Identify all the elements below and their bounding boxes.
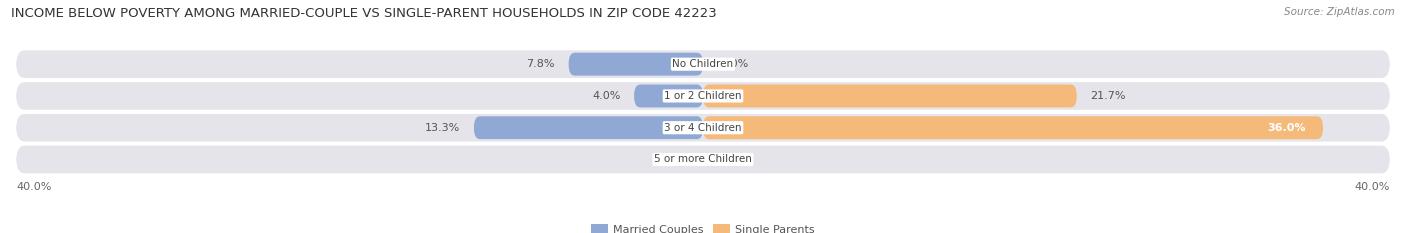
Text: Source: ZipAtlas.com: Source: ZipAtlas.com	[1284, 7, 1395, 17]
FancyBboxPatch shape	[634, 85, 703, 107]
Text: 0.0%: 0.0%	[658, 154, 686, 164]
Legend: Married Couples, Single Parents: Married Couples, Single Parents	[586, 220, 820, 233]
Text: 1 or 2 Children: 1 or 2 Children	[664, 91, 742, 101]
Text: 21.7%: 21.7%	[1091, 91, 1126, 101]
Text: INCOME BELOW POVERTY AMONG MARRIED-COUPLE VS SINGLE-PARENT HOUSEHOLDS IN ZIP COD: INCOME BELOW POVERTY AMONG MARRIED-COUPL…	[11, 7, 717, 20]
Text: 40.0%: 40.0%	[15, 182, 52, 192]
Text: 4.0%: 4.0%	[592, 91, 620, 101]
FancyBboxPatch shape	[15, 146, 1391, 173]
Text: No Children: No Children	[672, 59, 734, 69]
Text: 3 or 4 Children: 3 or 4 Children	[664, 123, 742, 133]
FancyBboxPatch shape	[15, 114, 1391, 141]
Text: 7.8%: 7.8%	[526, 59, 555, 69]
FancyBboxPatch shape	[15, 82, 1391, 110]
Text: 40.0%: 40.0%	[1354, 182, 1391, 192]
FancyBboxPatch shape	[568, 53, 703, 76]
FancyBboxPatch shape	[15, 50, 1391, 78]
Text: 0.0%: 0.0%	[720, 59, 748, 69]
Text: 5 or more Children: 5 or more Children	[654, 154, 752, 164]
FancyBboxPatch shape	[474, 116, 703, 139]
Text: 13.3%: 13.3%	[425, 123, 460, 133]
FancyBboxPatch shape	[703, 116, 1323, 139]
FancyBboxPatch shape	[703, 85, 1077, 107]
Text: 36.0%: 36.0%	[1267, 123, 1306, 133]
Text: 0.0%: 0.0%	[720, 154, 748, 164]
